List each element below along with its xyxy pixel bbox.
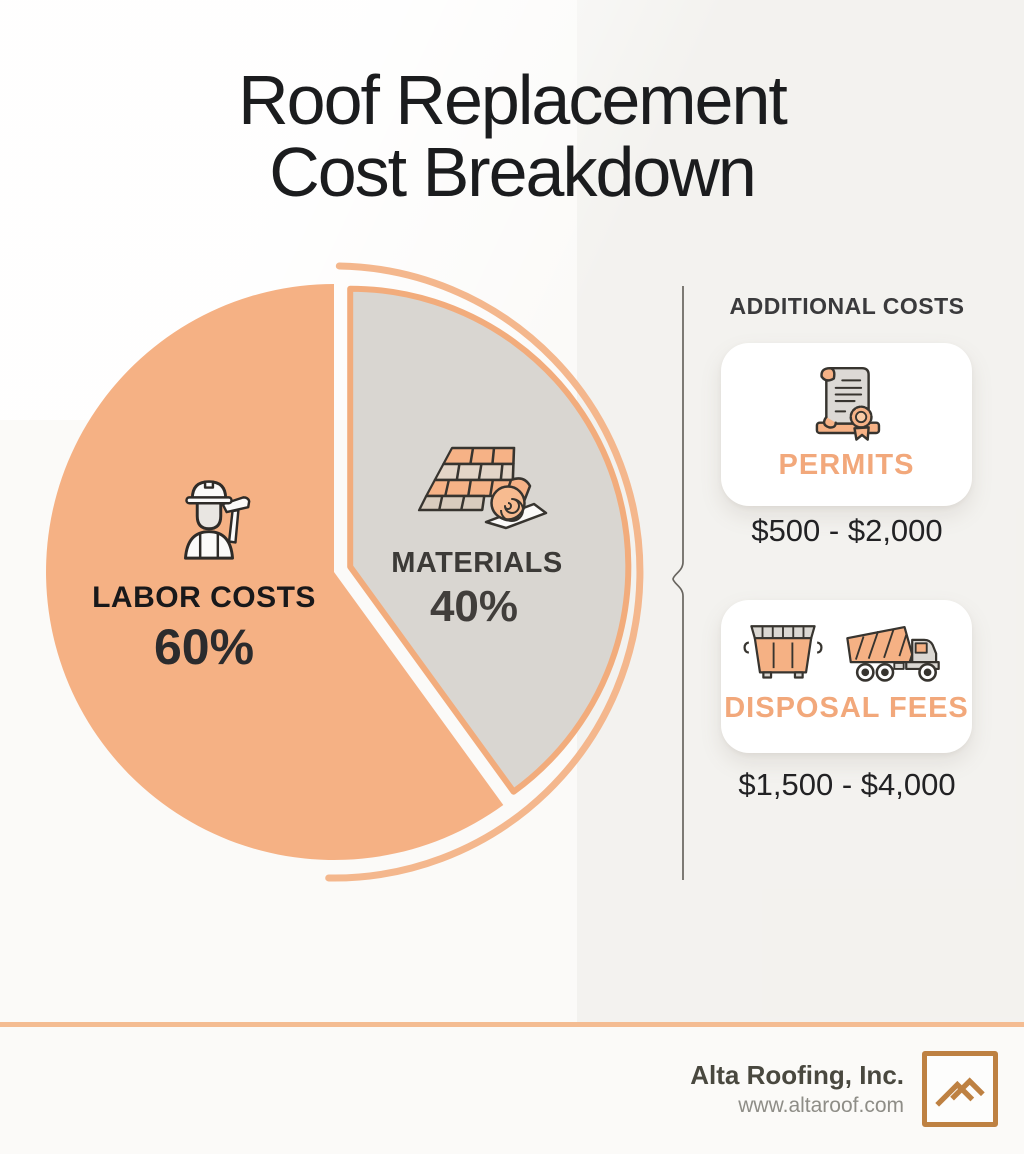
section-divider-brace	[672, 286, 684, 880]
footer-divider-line	[0, 1022, 1024, 1027]
disposal-fees-card: DISPOSAL FEES	[721, 600, 972, 753]
footer-text-block: Alta Roofing, Inc. www.altaroof.com	[504, 1060, 904, 1118]
labor-slice-percent: 60%	[153, 619, 255, 675]
permit-scroll-icon	[815, 366, 880, 441]
roof-peaks-logo-icon	[935, 1077, 985, 1107]
materials-slice-percent: 40%	[429, 582, 519, 631]
page-title: Roof Replacement Cost Breakdown	[0, 64, 1024, 208]
dump-truck-icon	[845, 625, 940, 682]
disposal-icons-row	[739, 616, 955, 686]
permits-card: PERMITS	[721, 343, 972, 506]
permits-label: PERMITS	[778, 449, 915, 481]
pie-chart	[46, 262, 644, 882]
disposal-fees-label: DISPOSAL FEES	[724, 692, 969, 724]
roof-shingles-roll-icon	[417, 446, 548, 530]
pie-slice-labor	[46, 284, 504, 860]
permits-price-range: $500 - $2,000	[751, 513, 943, 548]
company-name: Alta Roofing, Inc.	[690, 1060, 904, 1090]
materials-slice-label: MATERIALS	[391, 547, 563, 579]
pie-slice-materials	[347, 285, 632, 795]
company-website: www.altaroof.com	[738, 1094, 904, 1117]
construction-worker-icon	[184, 480, 251, 560]
labor-slice-label: LABOR COSTS	[92, 581, 316, 614]
decorative-outer-arc	[325, 262, 644, 882]
company-logo	[922, 1051, 998, 1127]
page-title-line1: Roof Replacement	[238, 61, 788, 139]
additional-costs-header: ADDITIONAL COSTS	[729, 293, 965, 319]
dumpster-icon	[742, 625, 823, 679]
disposal-price-range: $1,500 - $4,000	[738, 767, 956, 802]
page-title-line2: Cost Breakdown	[269, 133, 757, 211]
